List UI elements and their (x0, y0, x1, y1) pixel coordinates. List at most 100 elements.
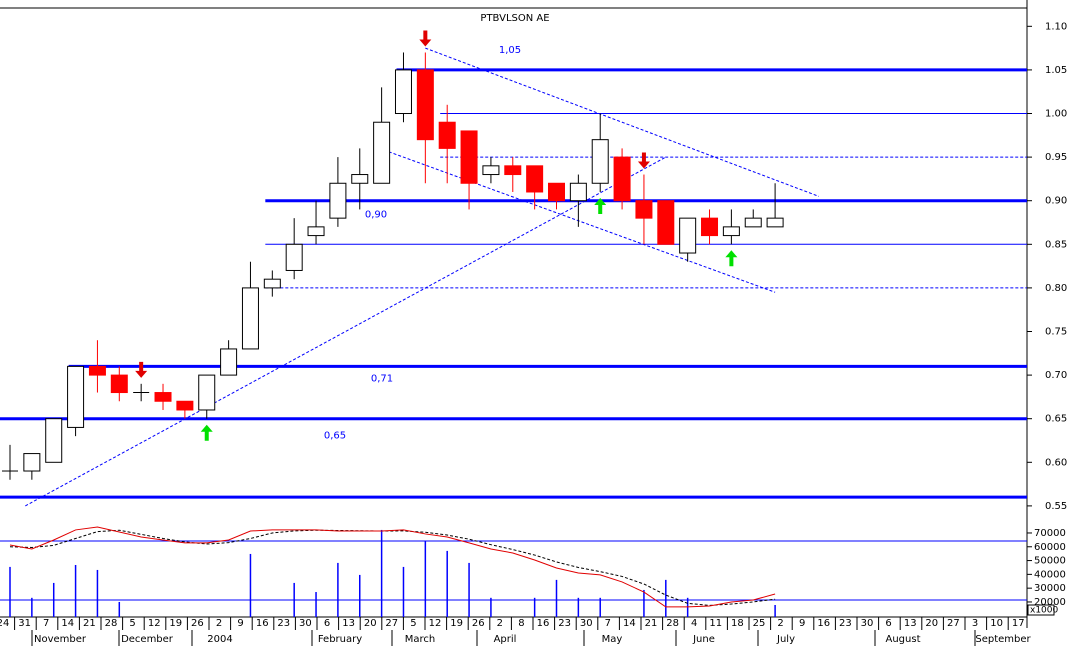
x-tick-label: 19 (450, 618, 463, 629)
candle-body (438, 121, 456, 149)
candle-body (329, 182, 347, 219)
x-tick-label: 26 (472, 618, 485, 629)
x-tick-label: 2 (777, 618, 783, 629)
x-tick-label: 14 (61, 618, 74, 629)
x-tick-label: 28 (105, 618, 118, 629)
chart-title: PTBVLSON AE (480, 13, 549, 24)
y-tick-label: 1.00 (1045, 109, 1067, 120)
x-tick-label: 7 (43, 618, 49, 629)
y-tick-label: 0.55 (1045, 501, 1067, 512)
trend-line (425, 47, 819, 197)
y-tick-label: 40000 (1034, 569, 1066, 580)
level-label: 0,71 (371, 373, 393, 384)
x-tick-label: 30 (299, 618, 312, 629)
month-label: February (318, 634, 362, 645)
y-tick-label: 0.60 (1045, 457, 1067, 468)
candle-body (635, 200, 653, 219)
y-tick-label: 0.95 (1045, 152, 1067, 163)
x-tick-label: 23 (558, 618, 571, 629)
candle-body (198, 374, 216, 411)
candle-body (569, 182, 587, 202)
candle-body (460, 130, 478, 184)
x-tick-label: 20 (364, 618, 377, 629)
x-tick-label: 23 (277, 618, 290, 629)
month-label: July (776, 634, 795, 645)
x-tick-label: 16 (537, 618, 550, 629)
unit-label: x1000 (1030, 606, 1059, 616)
x-tick-label: 26 (191, 618, 204, 629)
x-tick-label: 14 (623, 618, 636, 629)
level-label: 0,90 (365, 210, 387, 221)
month-label: August (886, 634, 921, 645)
month-label: June (692, 634, 715, 645)
candle-body (263, 278, 281, 289)
x-tick-label: 16 (256, 618, 269, 629)
x-tick-label: 24 (0, 618, 9, 629)
x-tick-label: 30 (580, 618, 593, 629)
level-label: 0,65 (324, 431, 346, 442)
y-tick-label: 60000 (1034, 542, 1066, 553)
candle-body (241, 287, 259, 350)
x-tick-label: 9 (237, 618, 243, 629)
candle-body (110, 374, 128, 394)
x-tick-label: 30 (861, 618, 874, 629)
y-tick-label: 0.70 (1045, 370, 1067, 381)
x-tick-label: 17 (1012, 618, 1025, 629)
candle-body (394, 69, 412, 115)
level-label: 1,05 (499, 45, 521, 56)
x-tick-label: 11 (709, 618, 722, 629)
buy-arrow (594, 197, 607, 214)
candle-body (482, 165, 500, 176)
y-tick-label: 0.85 (1045, 239, 1067, 250)
candle-body (285, 243, 303, 271)
x-tick-label: 31 (18, 618, 31, 629)
y-tick-label: 0.65 (1045, 414, 1067, 425)
candle-body (504, 165, 522, 176)
trend-line (25, 156, 667, 507)
x-tick-label: 16 (817, 618, 830, 629)
y-tick-label: 1.10 (1045, 21, 1067, 32)
buy-arrow (725, 250, 738, 267)
y-tick-label: 0.75 (1045, 327, 1067, 338)
y-tick-label: 50000 (1034, 556, 1066, 567)
candle-body (548, 182, 565, 202)
x-tick-label: 27 (385, 618, 398, 629)
x-tick-label: 28 (666, 618, 679, 629)
candle-body (766, 217, 784, 228)
x-tick-label: 12 (429, 618, 442, 629)
candle-body (657, 200, 675, 245)
x-tick-label: 9 (799, 618, 805, 629)
x-tick-label: 10 (990, 618, 1003, 629)
candle-body (679, 217, 697, 254)
candle-body (416, 69, 434, 141)
x-tick-label: 4 (691, 618, 697, 629)
month-label: April (494, 634, 517, 645)
y-tick-label: 30000 (1034, 583, 1066, 594)
month-label: 2004 (207, 634, 232, 645)
candle-body (307, 226, 325, 237)
y-tick-label: 0.90 (1045, 196, 1067, 207)
x-tick-label: 25 (753, 618, 766, 629)
x-tick-label: 20 (925, 618, 938, 629)
x-tick-label: 5 (129, 618, 135, 629)
sell-arrow (637, 152, 650, 169)
candle-body (591, 139, 609, 184)
buy-arrow (200, 424, 213, 441)
candle-body (351, 174, 369, 184)
x-tick-label: 18 (731, 618, 744, 629)
candle-body (373, 121, 391, 184)
x-tick-label: 5 (410, 618, 416, 629)
candle-body (23, 453, 41, 472)
candle-body (45, 418, 63, 463)
x-tick-label: 13 (342, 618, 355, 629)
candle-body (613, 156, 631, 202)
x-tick-label: 27 (947, 618, 960, 629)
month-label: November (34, 634, 87, 645)
x-tick-label: 8 (518, 618, 524, 629)
candle-body (701, 217, 719, 237)
x-tick-label: 2 (497, 618, 503, 629)
y-tick-label: 1.05 (1045, 65, 1067, 76)
candle-body (88, 365, 106, 376)
